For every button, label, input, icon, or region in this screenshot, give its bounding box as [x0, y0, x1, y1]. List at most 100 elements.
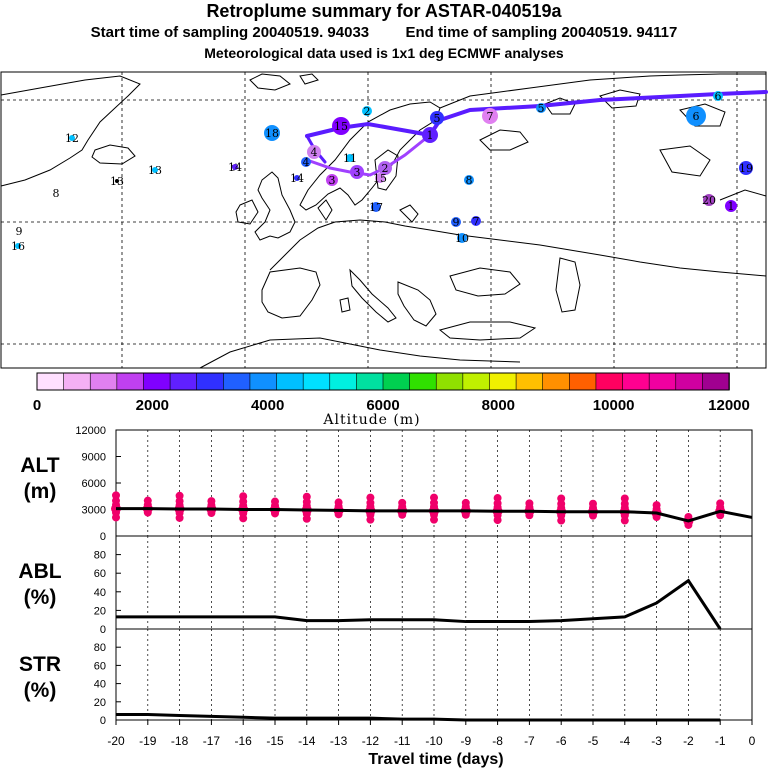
altitude-colorbar: 0 2000 4000 6000 8000 10000 12000 Altitude (m)	[33, 372, 750, 428]
cluster-dot	[69, 135, 75, 141]
colorbar-tick-label: 4000	[251, 397, 284, 414]
altitude-dot	[589, 511, 597, 520]
colorbar-title: Altitude (m)	[322, 412, 420, 428]
cluster-marker: 7	[482, 108, 498, 124]
cluster-dot	[115, 179, 119, 183]
sampling-times: Start time of sampling 20040519. 94033 E…	[0, 24, 768, 41]
cluster-dot	[464, 175, 474, 185]
x-axis-label: Travel time (days)	[368, 751, 503, 768]
altitude-dot	[143, 508, 152, 517]
cluster-marker: 4	[301, 156, 311, 169]
cluster-label: 4	[311, 146, 318, 159]
altitude-dot	[366, 515, 375, 524]
cluster-marker: 6	[686, 106, 706, 126]
colorbar-swatch	[382, 372, 411, 391]
colorbar-swatch	[595, 372, 624, 391]
colorbar-swatch	[223, 372, 251, 391]
time-series-panels: 030006000900012000ALT(m)020406080ABL(%)0…	[18, 425, 755, 768]
altitude-dot	[652, 501, 661, 510]
x-tick-label: -1	[715, 734, 726, 748]
panel-str: 0 20 40 60 80 STR (%)	[19, 628, 753, 727]
colorbar-swatch	[622, 372, 650, 391]
cluster-dot	[451, 217, 461, 227]
cluster-marker: 2	[362, 105, 372, 118]
altitude-dot	[398, 510, 407, 519]
x-tick-label: -8	[492, 734, 503, 748]
cluster-dot	[152, 167, 158, 173]
cluster-marker: 18	[264, 125, 280, 141]
altitude-dot	[143, 496, 152, 505]
colorbar-tick-label: 10000	[593, 397, 635, 414]
cluster-dot	[346, 154, 354, 162]
cluster-label: 16	[11, 240, 25, 253]
altitude-dot	[175, 491, 184, 500]
altitude-dot	[589, 499, 597, 508]
cluster-label: 4	[303, 156, 310, 169]
altitude-dot	[493, 516, 502, 525]
colorbar-swatch	[462, 372, 491, 391]
y-axis-label: ABL	[18, 560, 61, 583]
cluster-dot	[326, 174, 338, 186]
cluster-label: 8	[466, 174, 473, 187]
x-tick-label: -2	[683, 734, 694, 748]
altitude-dot	[557, 516, 566, 525]
cluster-label: 7	[487, 110, 494, 123]
colorbar-swatch	[409, 372, 438, 391]
altitude-dot	[112, 513, 120, 522]
cluster-marker: 9	[16, 225, 23, 238]
cluster-marker: 14	[228, 161, 242, 174]
y-tick-label: 80	[94, 550, 106, 562]
x-tick-label: -16	[235, 734, 253, 748]
colorbar-swatch	[249, 372, 278, 391]
altitude-dot	[334, 498, 343, 507]
cluster-marker: 15	[332, 117, 350, 135]
cluster-label: 1	[728, 200, 735, 213]
series-line	[116, 507, 753, 523]
cluster-label: 17	[369, 201, 383, 214]
cluster-marker: 13	[110, 175, 124, 188]
start-time-label: Start time of sampling 20040519. 94033	[90, 24, 370, 41]
altitude-dot	[207, 497, 216, 506]
cluster-label: 18	[265, 127, 279, 140]
cluster-dot	[739, 161, 753, 175]
y-axis-label: (%)	[24, 679, 57, 702]
colorbar-swatch	[675, 372, 704, 391]
cluster-marker: 12	[65, 132, 79, 145]
cluster-marker: 19	[739, 161, 753, 175]
cluster-dot	[294, 175, 300, 181]
cluster-dot	[422, 127, 438, 143]
colorbar-swatch	[89, 372, 118, 391]
colorbar-swatch	[196, 372, 225, 391]
altitude-dot	[461, 510, 470, 519]
cluster-label: 19	[739, 162, 753, 175]
colorbar-tick-label: 8000	[482, 397, 515, 414]
altitude-dot	[302, 492, 311, 501]
altitude-dot	[557, 494, 566, 503]
colorbar-swatch	[435, 372, 464, 391]
x-tick-label: -11	[394, 734, 411, 748]
y-tick-label: 0	[100, 531, 106, 543]
altitude-dot	[398, 498, 407, 507]
altitude-dot	[716, 499, 725, 508]
x-tick-label: -19	[139, 734, 157, 748]
y-axis-label: (m)	[24, 480, 57, 503]
y-tick-label: 3000	[82, 505, 106, 517]
cluster-marker: 4	[307, 145, 321, 159]
y-tick-label: 20	[94, 605, 106, 617]
colorbar-swatch	[356, 372, 384, 391]
y-tick-label: 60	[94, 660, 106, 672]
cluster-dot	[686, 106, 706, 126]
cluster-marker: 17	[369, 201, 383, 214]
cluster-dot	[457, 233, 467, 243]
chart-title: Retroplume summary for ASTAR-040519a	[206, 1, 562, 21]
cluster-label: 9	[16, 225, 23, 238]
met-data-label: Meteorological data used is 1x1 deg ECMW…	[204, 45, 564, 61]
panel-alt: 0 3000 6000 9000 12000 ALT (m)	[20, 425, 753, 543]
x-tick-label: -17	[203, 734, 221, 748]
cluster-dot	[362, 106, 372, 116]
altitude-dot	[271, 509, 279, 518]
colorbar-swatch	[302, 372, 331, 391]
cluster-dot	[703, 194, 715, 206]
